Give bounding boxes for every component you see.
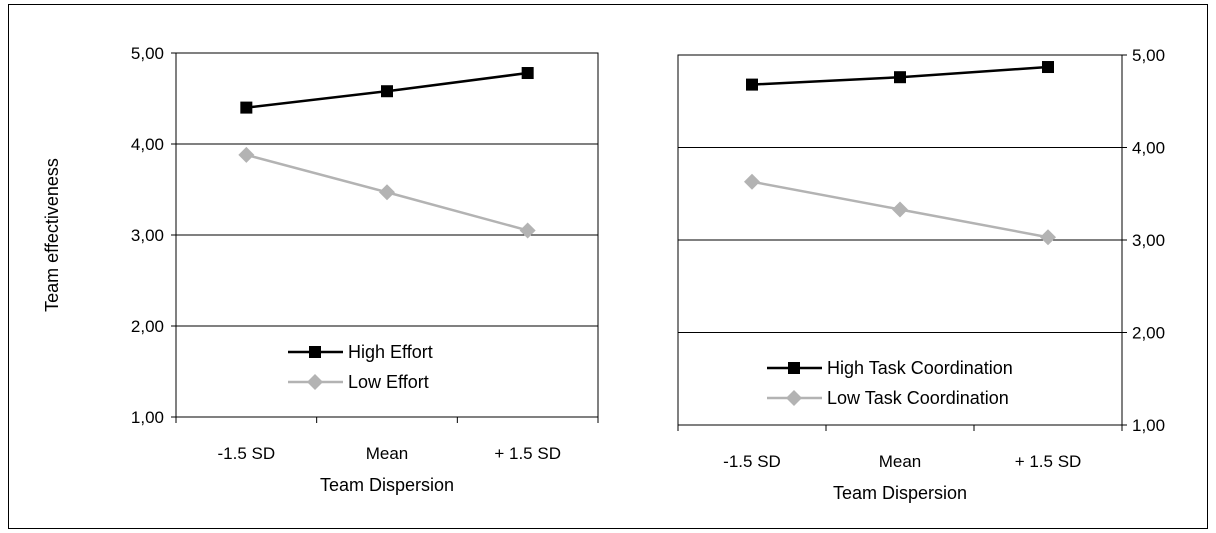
y-tick-label: 4,00 xyxy=(1132,139,1165,158)
y-tick-label: 3,00 xyxy=(1132,231,1165,250)
x-tick-label: + 1.5 SD xyxy=(1015,452,1082,471)
chart-panel-2: 1,00 2,00 3,00 4,00 5,00 -1.5 SD Mean + 1.5 SD T… xyxy=(677,46,1165,503)
series-marker xyxy=(788,362,800,374)
x-tick-label: -1.5 SD xyxy=(723,452,781,471)
series-marker xyxy=(379,184,395,201)
x-axis-title: Team Dispersion xyxy=(833,483,967,503)
y-tick-label: 2,00 xyxy=(1132,324,1165,343)
series-marker xyxy=(309,346,321,358)
series-marker xyxy=(521,67,534,80)
series-low xyxy=(238,146,536,239)
series-marker xyxy=(746,78,758,91)
y-tick-label: 3,00 xyxy=(131,226,164,245)
y-tick-label: 4,00 xyxy=(131,135,164,154)
legend-label: Low Task Coordination xyxy=(827,388,1009,408)
series-high xyxy=(240,67,534,114)
x-tick-label: Mean xyxy=(366,444,409,463)
x-tick-label: -1.5 SD xyxy=(218,444,276,463)
series-marker xyxy=(1042,61,1054,74)
legend-label: High Task Coordination xyxy=(827,358,1013,378)
y-tick-label: 5,00 xyxy=(131,44,164,63)
y-tick-label: 1,00 xyxy=(1132,416,1165,435)
y-tick-label: 1,00 xyxy=(131,408,164,427)
series-marker xyxy=(307,374,323,390)
y-axis-title: Team effectiveness xyxy=(42,158,62,312)
x-axis-title: Team Dispersion xyxy=(320,475,454,495)
x-tick-label: Mean xyxy=(879,452,922,471)
y-tick-label: 5,00 xyxy=(1132,46,1165,65)
series-high xyxy=(746,61,1054,91)
x-tick-label: + 1.5 SD xyxy=(494,444,561,463)
series-marker xyxy=(238,146,255,163)
legend-label: High Effort xyxy=(348,342,433,362)
series-marker xyxy=(1040,229,1056,246)
series-marker xyxy=(892,201,908,218)
chart-panel-1: 1,00 2,00 3,00 4,00 5,00 -1.5 SD Mean + 1.5 SD T… xyxy=(42,44,599,495)
series-low xyxy=(744,173,1056,246)
y-tick-label: 2,00 xyxy=(131,317,164,336)
figure-frame xyxy=(8,4,1208,529)
series-marker xyxy=(786,390,802,406)
series-marker xyxy=(744,173,760,190)
legend-label: Low Effort xyxy=(348,372,429,392)
series-marker xyxy=(519,222,536,239)
legend: High Task Coordination Low Task Coordinat… xyxy=(767,358,1013,408)
legend: High Effort Low Effort xyxy=(288,342,433,392)
series-marker xyxy=(240,101,253,114)
series-marker xyxy=(381,85,393,98)
series-marker xyxy=(894,71,906,84)
